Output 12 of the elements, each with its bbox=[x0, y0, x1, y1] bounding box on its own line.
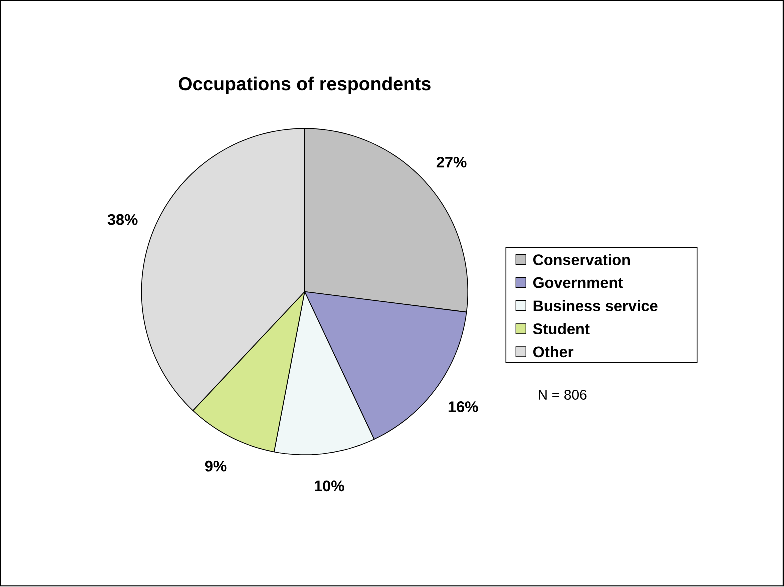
chart-title: Occupations of respondents bbox=[178, 77, 431, 94]
legend-label: Other bbox=[534, 346, 574, 358]
data-label: 16% bbox=[448, 402, 478, 413]
text: N = 806 bbox=[539, 390, 587, 400]
legend-label: Government bbox=[534, 278, 624, 288]
legend-label: Conservation bbox=[534, 254, 630, 266]
data-label: 27% bbox=[436, 157, 467, 168]
legend-label: Student bbox=[533, 323, 590, 335]
legend-label: Business service bbox=[534, 300, 658, 312]
data-label: 9% bbox=[205, 461, 227, 472]
data-label: 38% bbox=[108, 214, 138, 226]
data-label: 10% bbox=[315, 480, 344, 492]
